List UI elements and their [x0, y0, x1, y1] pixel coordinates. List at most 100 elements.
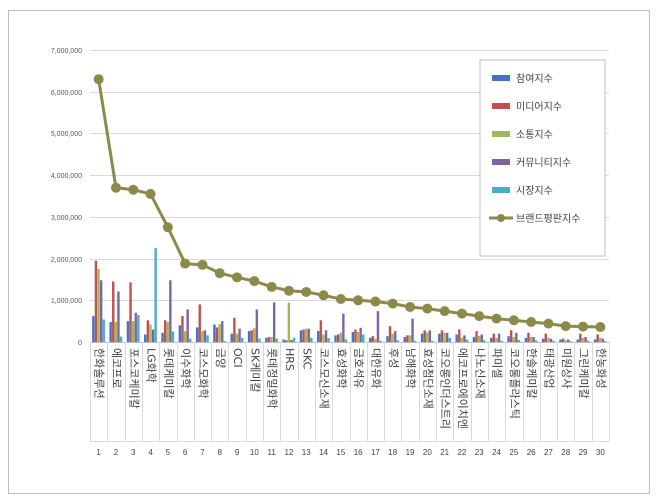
category-label: 파미셀 [491, 348, 504, 378]
trend-point [318, 290, 329, 301]
legend-swatch [492, 75, 510, 81]
bar [146, 320, 150, 342]
trend-point [128, 184, 139, 195]
bar [230, 333, 233, 342]
bar [198, 304, 201, 342]
bar [250, 330, 253, 342]
bar [371, 336, 374, 342]
bar [443, 332, 446, 342]
y-tick-label: 7,000,000 [51, 48, 82, 55]
trend-point [214, 268, 225, 279]
bar [458, 329, 461, 342]
category-label: 금호석유 [352, 348, 365, 388]
bar [408, 335, 412, 342]
trend-point [110, 182, 121, 193]
legend-label: 소통지수 [516, 129, 553, 141]
bar [593, 339, 597, 342]
bar [564, 340, 567, 342]
bar [238, 328, 241, 342]
bar [492, 333, 496, 342]
bar [114, 321, 118, 342]
trend-point [595, 321, 606, 332]
category-label: 에코프로 [110, 348, 123, 388]
rank-label: 22 [457, 448, 466, 457]
bar [394, 331, 397, 342]
bar [206, 335, 209, 342]
rank-label: 10 [250, 448, 259, 457]
bar [376, 311, 380, 342]
rank-label: 30 [596, 448, 605, 457]
bar [500, 340, 503, 342]
bar [465, 339, 469, 342]
bar [119, 336, 123, 342]
trend-point [578, 321, 589, 332]
bar [319, 320, 323, 342]
trend-point [283, 285, 294, 296]
bar [515, 332, 518, 342]
bar [195, 327, 199, 342]
bar [463, 335, 466, 342]
bar [507, 336, 510, 342]
bar [270, 336, 273, 342]
bar [126, 321, 130, 342]
category-label: 그린케미칼 [577, 348, 590, 399]
bar [287, 302, 291, 342]
bar [247, 331, 251, 342]
category-label: 롯데정밀화학 [266, 348, 279, 409]
bar [406, 335, 409, 342]
bar [524, 337, 528, 342]
trend-point [508, 315, 519, 326]
trend-point [335, 294, 346, 305]
bar [581, 337, 585, 342]
bar [169, 280, 172, 342]
legend-label: 참여지수 [516, 73, 553, 85]
rank-label: 11 [267, 448, 276, 457]
bar [512, 336, 515, 342]
legend-label: 브랜드평판지수 [516, 213, 580, 225]
bar [334, 335, 337, 342]
x-axis: 한화솔루션 1 에코프로 2 포스코케미칼 3 LG화학 4 롯데케미칼 5 이수화학 6 코스모화학 7… [90, 342, 610, 457]
legend-swatch [492, 159, 510, 165]
bar [403, 336, 406, 342]
category-label: SKC [300, 348, 313, 370]
y-tick-label: 1,000,000 [51, 298, 82, 305]
legend-marker [497, 214, 505, 222]
bar [497, 333, 501, 342]
trend-point [197, 259, 208, 270]
category-label: 남해화학 [404, 348, 418, 388]
bar [339, 332, 342, 342]
category-label: 코오롱인더스트리 [439, 348, 452, 429]
bar [475, 331, 478, 342]
trend-point [353, 295, 364, 306]
bar [302, 329, 305, 342]
legend-label: 미디어지수 [516, 101, 562, 113]
bar [483, 340, 486, 342]
y-tick-label: 6,000,000 [51, 90, 82, 97]
rank-label: 16 [354, 448, 363, 457]
legend-swatch [492, 187, 510, 193]
rank-label: 8 [218, 448, 223, 457]
category-label: 효성화학 [335, 348, 348, 388]
bar [351, 331, 355, 342]
bar [431, 340, 434, 342]
bar [604, 341, 607, 342]
y-tick-label: 2,000,000 [51, 257, 82, 264]
rank-label: 17 [371, 448, 380, 457]
bar [183, 331, 187, 342]
bar [411, 318, 414, 342]
bar [102, 319, 105, 342]
rank-label: 2 [114, 448, 119, 457]
rank-label: 9 [235, 448, 240, 457]
bar [129, 282, 132, 342]
rank-label: 7 [200, 448, 205, 457]
bar [490, 337, 493, 342]
bar [547, 337, 550, 342]
bar [359, 327, 362, 342]
bar [97, 269, 100, 342]
bar [322, 334, 325, 342]
bar [344, 339, 348, 342]
trend-point [162, 222, 173, 233]
rank-label: 5 [166, 448, 171, 457]
bar [426, 332, 429, 342]
